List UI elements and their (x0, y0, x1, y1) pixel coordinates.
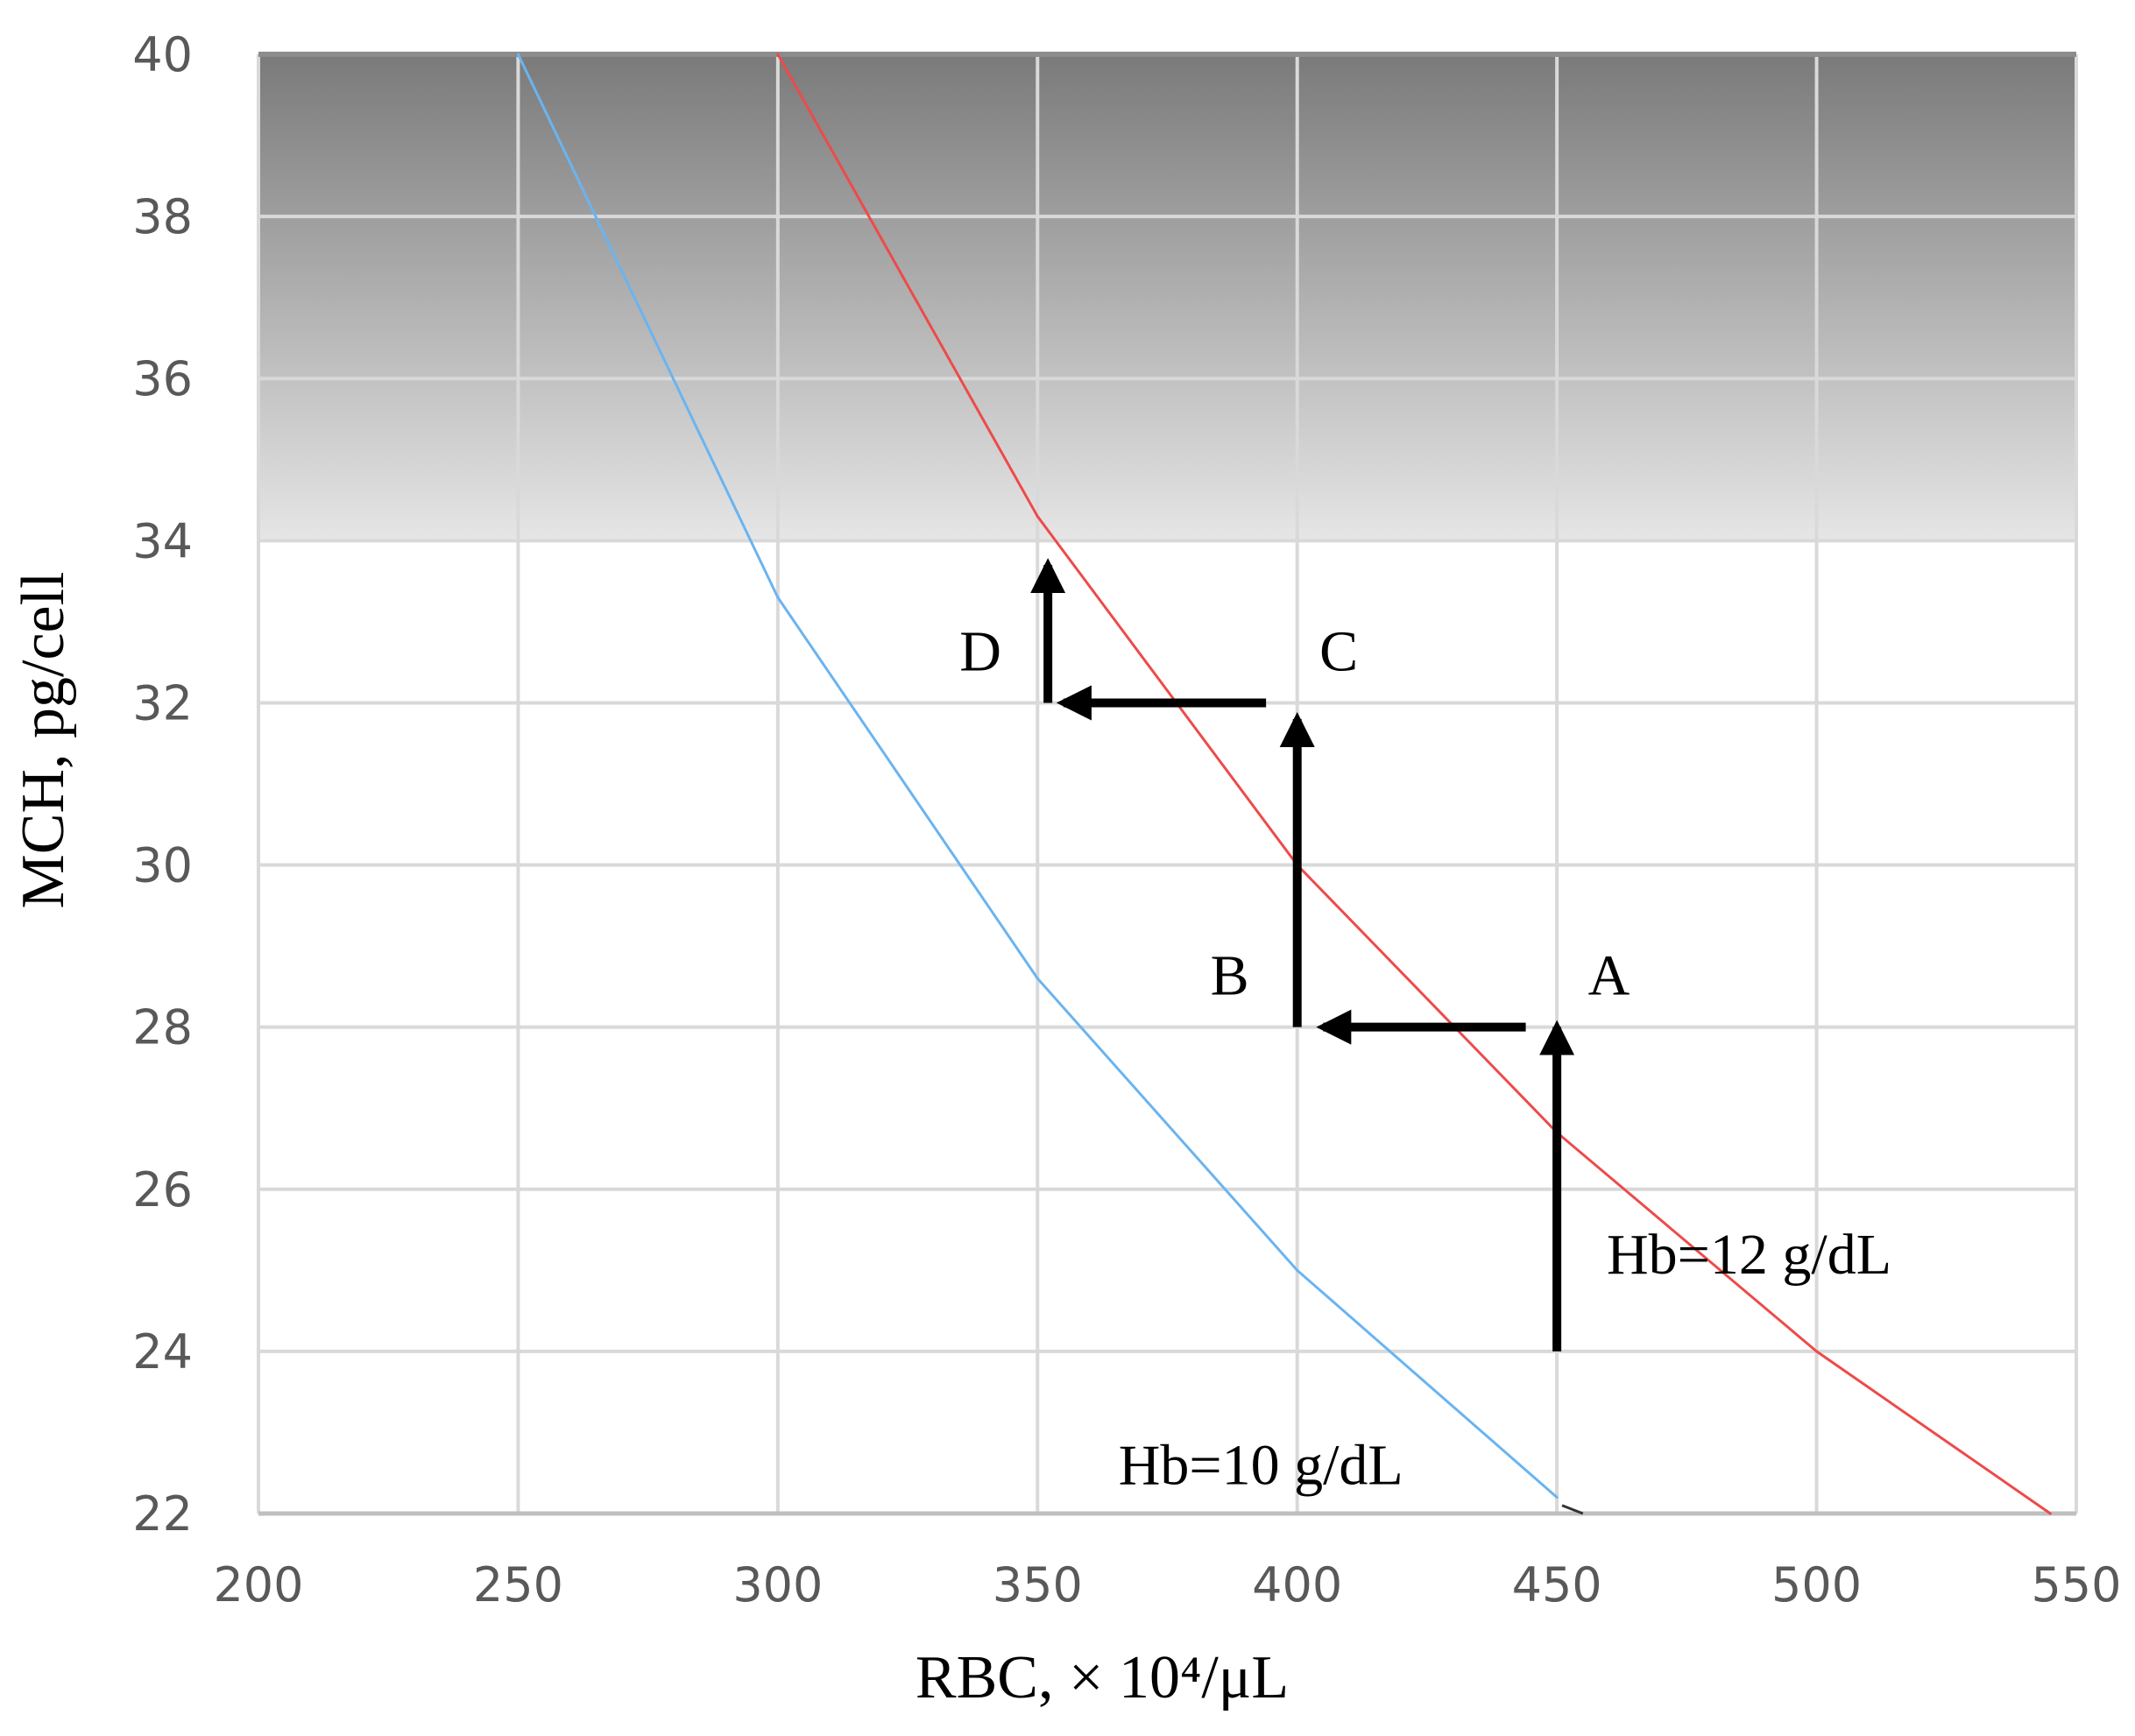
x-tick-label: 450 (1512, 1557, 1602, 1613)
series-layer (516, 53, 2052, 1515)
x-tick-label: 550 (2031, 1557, 2121, 1613)
x-tick-label: 250 (473, 1557, 563, 1613)
x-tick-label: 500 (1771, 1557, 1862, 1613)
y-tick-label: 32 (132, 675, 193, 730)
series-point (1036, 515, 1039, 519)
annotation-labels: Hb=10 g/dL Hb=12 g/dL A B C D (959, 619, 1891, 1497)
series-point (1036, 977, 1039, 980)
arrows-layer (1030, 558, 1575, 1351)
series-point (1555, 1495, 1559, 1499)
point-label: C (1319, 619, 1358, 683)
y-tick-label: 40 (132, 27, 193, 82)
y-tick-label: 38 (132, 189, 193, 244)
shaded-band-layer (258, 54, 2076, 541)
y-tick-label: 36 (132, 351, 193, 406)
x-tick-label: 400 (1252, 1557, 1342, 1613)
x-tick-label: 200 (213, 1557, 303, 1613)
point-label: A (1588, 944, 1630, 1008)
series-line (776, 53, 2052, 1515)
y-axis-title: MCH, pg/cell (10, 572, 77, 909)
y-tick-label: 34 (132, 513, 193, 568)
series-point (776, 53, 780, 56)
series-point (516, 53, 520, 56)
point-label: B (1211, 944, 1249, 1008)
y-tick-label: 24 (132, 1324, 193, 1380)
y-tick-label: 30 (132, 838, 193, 893)
y-tick-label: 28 (132, 1000, 193, 1055)
y-tick-label: 22 (132, 1486, 193, 1542)
x-tick-label: 300 (732, 1557, 823, 1613)
series-point (2048, 1512, 2052, 1515)
x-tick-label: 350 (993, 1557, 1083, 1613)
y-tick-label: 26 (132, 1162, 193, 1217)
series-label: Hb=12 g/dL (1607, 1223, 1891, 1287)
series-label: Hb=10 g/dL (1119, 1433, 1403, 1497)
series-point (1296, 1268, 1299, 1272)
series-point (776, 596, 780, 599)
series-tail (1561, 1504, 1584, 1515)
point-label: D (959, 619, 1001, 683)
shaded-band (258, 54, 2076, 541)
series-point (1815, 1350, 1819, 1353)
x-axis-title: RBC, × 10⁴/μL (916, 1644, 1289, 1711)
tick-labels: 200 250 300 350 400 450 500 550 22 24 26 28 30 32 34 36… (132, 27, 2121, 1613)
